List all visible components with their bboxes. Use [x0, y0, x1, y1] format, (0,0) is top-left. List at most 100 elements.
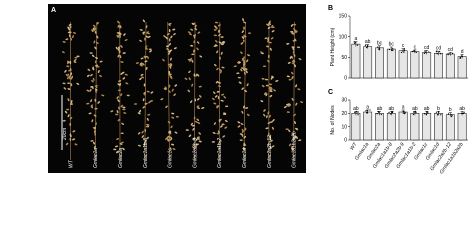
pod [165, 45, 170, 48]
pod [146, 123, 150, 126]
pod [115, 113, 119, 116]
bar [422, 52, 432, 79]
pod [142, 31, 145, 35]
pod [69, 60, 72, 65]
pod [93, 141, 96, 145]
pod [169, 147, 172, 151]
pod [93, 145, 96, 149]
pod [293, 60, 296, 64]
pod [69, 122, 72, 127]
data-dot [403, 48, 405, 50]
pod [170, 76, 173, 80]
pod [160, 98, 164, 101]
pod [218, 145, 221, 149]
pod [265, 45, 270, 48]
pod [140, 57, 144, 60]
pod [67, 26, 70, 30]
bar [363, 46, 373, 79]
bar [363, 111, 373, 141]
data-dot [427, 112, 429, 114]
pod [69, 116, 73, 120]
pod [117, 118, 121, 122]
pod [243, 147, 245, 151]
pod [70, 72, 72, 76]
bar [410, 113, 420, 141]
pod [187, 89, 190, 93]
pod [295, 135, 298, 139]
pod [118, 33, 122, 35]
pod [297, 88, 301, 91]
data-dot [404, 112, 407, 114]
pod [288, 143, 292, 147]
pod [64, 110, 68, 114]
pod [214, 25, 217, 28]
pod [292, 47, 295, 51]
data-dot [412, 113, 414, 116]
significance-label: a [355, 36, 358, 42]
significance-label: bc [389, 42, 395, 48]
y-axis-label: No. of Nodes [330, 105, 336, 135]
pod [261, 77, 265, 80]
data-dot [413, 111, 415, 113]
pod [117, 24, 120, 28]
pod [133, 103, 138, 105]
pod [86, 74, 90, 77]
pod [243, 68, 246, 72]
pod [117, 89, 122, 92]
pod [268, 22, 270, 27]
pod [143, 91, 146, 95]
pod [265, 93, 268, 97]
pod [196, 73, 200, 77]
pod [97, 70, 100, 74]
bar [457, 56, 467, 79]
data-dot [369, 109, 371, 111]
genotype-label: Gmlac2a2b-9 [192, 138, 198, 168]
pod [95, 85, 98, 89]
significance-label: cd [424, 45, 430, 51]
pod [172, 28, 176, 31]
data-dot [388, 48, 391, 51]
pod [67, 76, 70, 80]
pod [241, 30, 245, 34]
pod [67, 88, 71, 90]
pod [298, 58, 302, 61]
bar [422, 113, 432, 141]
pod [288, 129, 291, 133]
pod [291, 76, 294, 80]
pod [71, 75, 73, 79]
pod [219, 118, 222, 122]
pod [243, 26, 245, 30]
significance-label: ab [377, 106, 383, 112]
pod [196, 41, 200, 44]
pod [288, 78, 292, 81]
pod [198, 85, 202, 88]
pod [162, 58, 165, 62]
pod [67, 60, 70, 64]
pod [91, 79, 94, 83]
pod [197, 107, 201, 110]
pod [188, 77, 191, 81]
pod [220, 36, 224, 38]
pod [95, 64, 99, 67]
pod [217, 24, 221, 27]
pod [74, 56, 78, 59]
data-dot [390, 113, 392, 115]
pod [165, 137, 168, 140]
pod [67, 98, 70, 102]
pod [170, 35, 173, 39]
pod [293, 28, 296, 31]
significance-label: a [366, 105, 369, 111]
pod [116, 150, 119, 154]
pod [240, 122, 244, 126]
pod [244, 127, 247, 131]
data-dot [427, 111, 429, 113]
data-dot [357, 114, 359, 116]
pod [293, 53, 296, 57]
genotype-label: Gmlac1a1b-2 [217, 138, 223, 168]
pod [66, 65, 70, 68]
pod [239, 139, 243, 142]
pod [213, 29, 217, 31]
pod [168, 43, 172, 46]
genotype-label: Gmlac1a1b2a2b [292, 131, 298, 168]
panel-label: B [328, 5, 333, 12]
